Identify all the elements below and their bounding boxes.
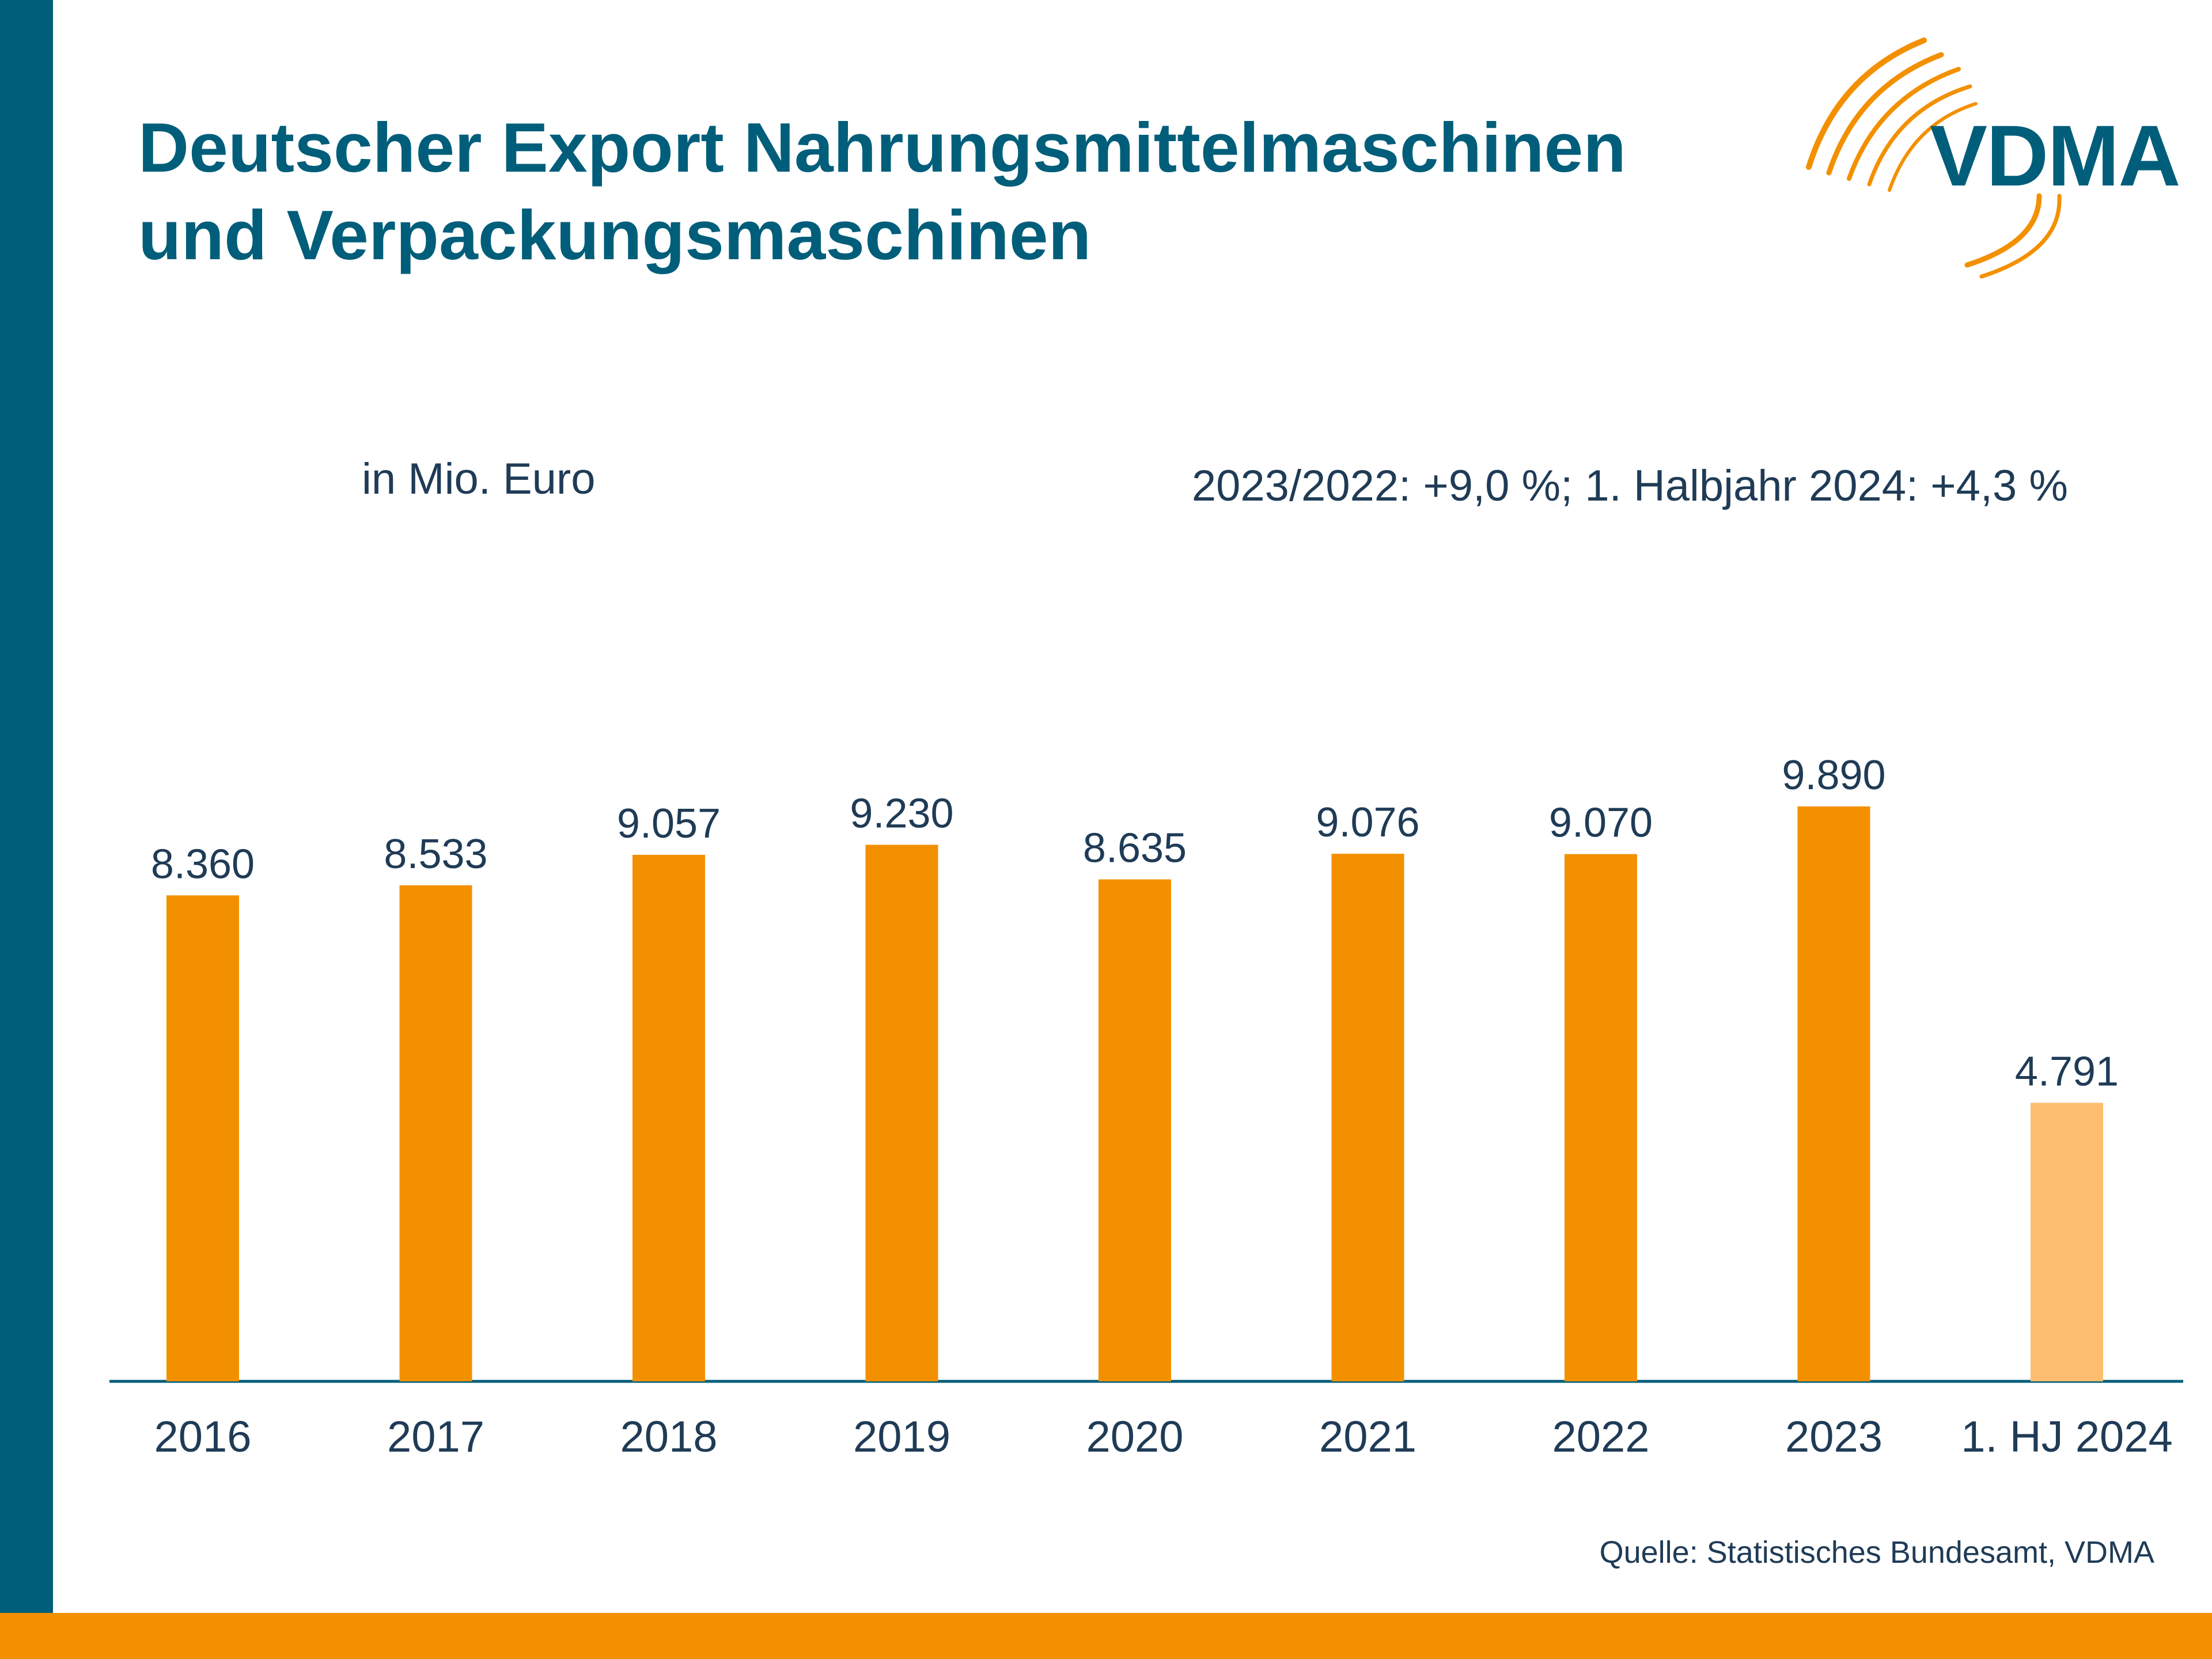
x-tick-label: 2022 bbox=[1552, 1412, 1649, 1461]
bar-value-label: 8.635 bbox=[1083, 825, 1187, 872]
x-tick-label: 2023 bbox=[1785, 1412, 1883, 1461]
bar-2020 bbox=[1099, 879, 1171, 1381]
bar-2021 bbox=[1331, 854, 1404, 1381]
vdma-logo: VDMA bbox=[1797, 23, 2189, 288]
bar-value-label: 9.076 bbox=[1316, 800, 1419, 846]
title-line-2: und Verpackungsmaschinen bbox=[138, 196, 1092, 274]
page-title: Deutscher Export Nahrungsmittelmaschinen… bbox=[138, 104, 1809, 279]
bar-value-label: 9.057 bbox=[617, 801, 721, 847]
left-accent-bar bbox=[0, 0, 53, 1659]
bottom-accent-bar bbox=[0, 1613, 2212, 1659]
x-tick-label: 2016 bbox=[154, 1412, 251, 1461]
x-tick-label: 2018 bbox=[620, 1412, 717, 1461]
title-line-1: Deutscher Export Nahrungsmittelmaschinen bbox=[138, 108, 1626, 187]
bar-2023 bbox=[1797, 806, 1870, 1381]
unit-label: in Mio. Euro bbox=[362, 454, 596, 503]
bar-value-label: 4.791 bbox=[2015, 1049, 2119, 1095]
logo-arcs-icon bbox=[1806, 37, 2062, 279]
bar-value-label: 8.533 bbox=[384, 831, 487, 877]
logo-text: VDMA bbox=[1930, 107, 2181, 204]
growth-annotation: 2023/2022: +9,0 %; 1. Halbjahr 2024: +4,… bbox=[1191, 461, 2068, 510]
bar-value-label: 8.360 bbox=[151, 841, 255, 887]
bar-2019 bbox=[865, 844, 938, 1381]
x-tick-label: 2017 bbox=[387, 1412, 484, 1461]
bar-value-label: 9.890 bbox=[1782, 752, 1885, 798]
bar-2018 bbox=[632, 854, 705, 1381]
bar-value-label: 9.070 bbox=[1549, 800, 1653, 846]
bar-value-label: 9.230 bbox=[850, 791, 953, 837]
bar-2017 bbox=[399, 885, 472, 1381]
x-tick-label: 2019 bbox=[853, 1412, 950, 1461]
bar-2016 bbox=[166, 895, 239, 1381]
bar-1-hj-2024 bbox=[2031, 1103, 2103, 1381]
x-tick-label: 2021 bbox=[1319, 1412, 1416, 1461]
x-tick-label: 2020 bbox=[1086, 1412, 1183, 1461]
source-note: Quelle: Statistisches Bundesamt, VDMA bbox=[1599, 1535, 2154, 1570]
bar-2022 bbox=[1565, 854, 1637, 1381]
x-tick-label: 1. HJ 2024 bbox=[1961, 1412, 2173, 1461]
bar-chart: 8.360 2016 8.533 2017 9.057 2018 9.230 2019 8.63… bbox=[109, 752, 2183, 1461]
